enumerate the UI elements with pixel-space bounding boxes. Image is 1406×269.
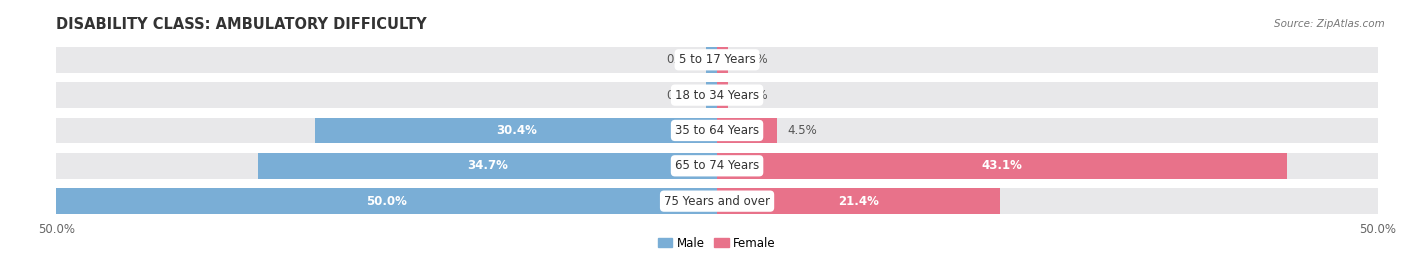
Text: 0.0%: 0.0% (738, 89, 768, 102)
Text: 35 to 64 Years: 35 to 64 Years (675, 124, 759, 137)
Bar (717, 153, 1286, 179)
Bar (56, 118, 1378, 143)
Text: 43.1%: 43.1% (981, 159, 1022, 172)
Bar (56, 188, 717, 214)
Bar (706, 82, 717, 108)
Bar (717, 118, 776, 143)
Bar (56, 47, 1378, 73)
Bar (56, 82, 1378, 108)
Text: 50.0%: 50.0% (366, 195, 408, 208)
Bar (56, 153, 1378, 179)
Text: 0.0%: 0.0% (666, 53, 696, 66)
Bar (706, 47, 717, 73)
Text: 0.0%: 0.0% (738, 53, 768, 66)
Text: Source: ZipAtlas.com: Source: ZipAtlas.com (1274, 19, 1385, 29)
Text: 21.4%: 21.4% (838, 195, 879, 208)
Text: 18 to 34 Years: 18 to 34 Years (675, 89, 759, 102)
Bar (717, 188, 1000, 214)
Bar (56, 188, 1378, 214)
Text: 5 to 17 Years: 5 to 17 Years (679, 53, 755, 66)
Bar (315, 118, 717, 143)
Text: 4.5%: 4.5% (787, 124, 817, 137)
Text: 30.4%: 30.4% (496, 124, 537, 137)
Bar (717, 82, 728, 108)
Bar (717, 47, 728, 73)
Bar (259, 153, 717, 179)
Text: 34.7%: 34.7% (467, 159, 508, 172)
Text: DISABILITY CLASS: AMBULATORY DIFFICULTY: DISABILITY CLASS: AMBULATORY DIFFICULTY (56, 17, 427, 32)
Legend: Male, Female: Male, Female (654, 232, 780, 254)
Text: 75 Years and over: 75 Years and over (664, 195, 770, 208)
Text: 0.0%: 0.0% (666, 89, 696, 102)
Text: 65 to 74 Years: 65 to 74 Years (675, 159, 759, 172)
